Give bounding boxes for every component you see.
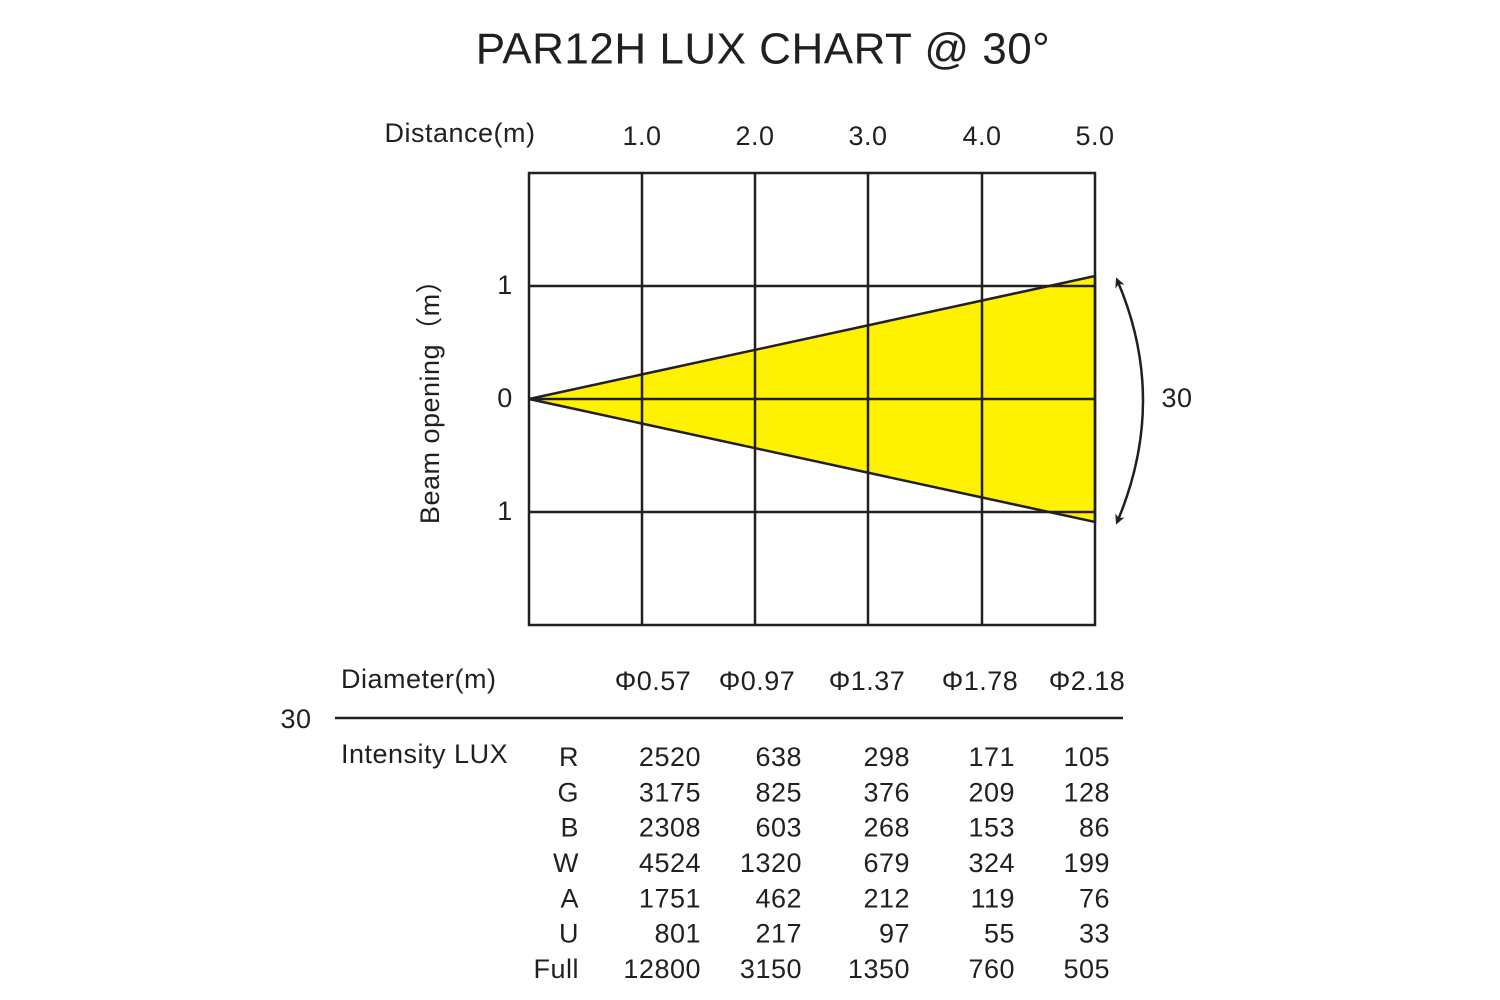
title: PAR12H LUX CHART @ 30° (476, 25, 1051, 74)
color-label: B (560, 813, 579, 843)
lux-value: 33 (1079, 919, 1110, 949)
beam-label: Beam opening（m） (415, 266, 445, 524)
lux-value: 212 (863, 883, 910, 913)
lux-value: 3150 (740, 954, 802, 984)
intensity-label: Intensity LUX (341, 739, 508, 769)
angle-label: 30 (1161, 383, 1192, 413)
lux-value: 217 (755, 919, 802, 949)
lux-value: 376 (863, 777, 910, 807)
lux-value: 199 (1063, 848, 1110, 878)
lux-value: 638 (755, 742, 802, 772)
beam-tick: 1 (497, 270, 513, 300)
lux-value: 105 (1063, 742, 1110, 772)
diameter-value: Φ1.78 (942, 666, 1019, 696)
lux-value: 462 (755, 883, 802, 913)
lux-value: 801 (654, 919, 701, 949)
lux-value: 825 (755, 777, 802, 807)
lux-value: 4524 (639, 848, 701, 878)
lux-value: 760 (968, 954, 1015, 984)
lux-value: 1320 (740, 848, 802, 878)
distance-label: Distance(m) (384, 118, 535, 148)
lux-value: 55 (984, 919, 1015, 949)
lux-value: 2520 (639, 742, 701, 772)
diameter-value: Φ0.97 (719, 666, 796, 696)
lux-value: 76 (1079, 883, 1110, 913)
diameter-value: Φ0.57 (615, 666, 692, 696)
beam-tick: 0 (497, 383, 513, 413)
lux-value: 97 (879, 919, 910, 949)
lux-value: 128 (1063, 777, 1110, 807)
color-label: U (559, 919, 579, 949)
color-label: G (557, 777, 579, 807)
angle-row-label: 30 (280, 704, 311, 734)
lux-value: 209 (968, 777, 1015, 807)
lux-value: 324 (968, 848, 1015, 878)
lux-value: 1350 (848, 954, 910, 984)
color-label: Full (533, 954, 579, 984)
lux-value: 603 (755, 813, 802, 843)
angle-arrow (1115, 277, 1145, 525)
distance-tick: 3.0 (848, 121, 887, 151)
lux-value: 119 (970, 883, 1015, 913)
color-label: W (553, 848, 579, 878)
lux-value: 153 (968, 813, 1015, 843)
diameter-label: Diameter(m) (341, 664, 497, 694)
lux-value: 679 (863, 848, 910, 878)
lux-value: 3175 (639, 777, 701, 807)
grid (527, 171, 1097, 627)
lux-value: 1751 (639, 883, 701, 913)
diameter-value: Φ1.37 (829, 666, 906, 696)
lux-value: 2308 (639, 813, 701, 843)
lux-value: 171 (968, 742, 1015, 772)
distance-tick: 5.0 (1075, 121, 1114, 151)
lux-value: 12800 (623, 954, 701, 984)
distance-tick: 2.0 (735, 121, 774, 151)
diameter-value: Φ2.18 (1049, 666, 1126, 696)
color-label: A (560, 883, 579, 913)
color-label: R (559, 742, 579, 772)
beam-tick: 1 (497, 496, 513, 526)
lux-value: 86 (1079, 813, 1110, 843)
distance-tick: 1.0 (622, 121, 661, 151)
distance-tick: 4.0 (962, 121, 1001, 151)
lux-value: 298 (863, 742, 910, 772)
lux-value: 505 (1063, 954, 1110, 984)
lux-value: 268 (863, 813, 910, 843)
